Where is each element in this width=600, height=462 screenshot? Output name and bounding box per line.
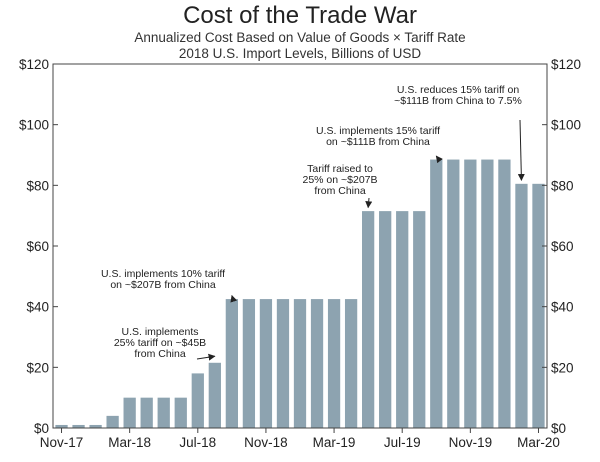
bar-Jun-19 (379, 211, 392, 428)
x-tick-label: Mar-18 (108, 435, 151, 450)
bar-Jun-18 (174, 397, 187, 428)
bar-May-18 (157, 397, 170, 428)
annotation-4: U.S. implements 15% tariff on ~$111B from… (316, 125, 440, 148)
bar-Nov-19 (464, 159, 477, 429)
bar-Apr-19 (344, 299, 358, 428)
bar-Feb-18 (106, 415, 119, 428)
chart-subtitle-line2: 2018 U.S. Import Levels, Billions of USD (178, 46, 422, 61)
bar-Sep-18 (225, 299, 238, 428)
bar-Mar-19 (327, 299, 341, 428)
x-tick-label: Mar-20 (517, 435, 560, 450)
y-tick-label-left: $80 (26, 178, 49, 193)
y-tick-label-left: $20 (26, 360, 49, 375)
bar-Feb-20 (515, 183, 528, 428)
x-tick-label: Jul-18 (179, 435, 216, 450)
y-tick-label-left: $60 (26, 239, 49, 254)
y-tick-label-right: $60 (551, 239, 574, 254)
bar-Aug-18 (208, 362, 221, 428)
y-tick-label-left: $40 (26, 300, 49, 315)
bar-Jul-18 (191, 373, 204, 428)
x-tick-label: Mar-19 (313, 435, 356, 450)
x-tick-label: Jul-19 (384, 435, 421, 450)
annotation-5: U.S. reduces 15% tariff on ~$111B from Ch… (394, 84, 522, 107)
y-tick-label-right: $100 (551, 118, 581, 133)
bar-May-19 (362, 211, 375, 428)
y-tick-label-right: $20 (551, 360, 574, 375)
bar-Nov-17 (55, 424, 68, 428)
bar-Aug-19 (413, 211, 426, 428)
bar-Mar-20 (532, 183, 545, 428)
y-tick-label-left: $120 (19, 57, 49, 72)
bar-Mar-18 (123, 397, 136, 428)
x-tick-label: Nov-19 (449, 435, 493, 450)
y-tick-label-right: $120 (551, 57, 581, 72)
bar-Jul-19 (396, 211, 409, 428)
bar-Apr-18 (140, 397, 153, 428)
y-tick-label-right: $80 (551, 178, 574, 193)
bar-Jan-20 (498, 159, 511, 429)
annotation-3: Tariff raised to 25% on ~$207B from China (302, 163, 377, 197)
y-tick-label-right: $0 (551, 421, 566, 436)
bar-Jan-18 (89, 424, 102, 428)
bar-Oct-18 (242, 299, 256, 428)
y-tick-label-left: $100 (19, 118, 49, 133)
bar-Feb-19 (310, 299, 324, 428)
bar-Jan-19 (293, 299, 307, 428)
bar-Dec-19 (481, 159, 494, 429)
bar-Oct-19 (447, 159, 460, 429)
annotation-1: U.S. implements 25% tariff on ~$45B from C… (114, 326, 206, 360)
annotation-2: U.S. implements 10% tariff on ~$207B from… (101, 268, 225, 291)
x-tick-label: Nov-18 (244, 435, 288, 450)
x-tick-label: Nov-17 (40, 435, 84, 450)
annotation-arrow-3 (365, 197, 373, 209)
bar-Nov-18 (259, 299, 273, 428)
y-tick-label-left: $0 (34, 421, 49, 436)
bar-Dec-18 (276, 299, 290, 428)
bar-Sep-19 (430, 159, 443, 429)
annotation-arrow-4 (435, 155, 443, 164)
chart-subtitle-line1: Annualized Cost Based on Value of Goods … (134, 30, 466, 45)
bar-Dec-17 (72, 424, 85, 428)
annotation-arrow-1 (196, 353, 216, 361)
annotation-arrow-5 (517, 119, 525, 181)
chart-title: Cost of the Trade War (183, 2, 417, 29)
y-tick-label-right: $40 (551, 300, 574, 315)
